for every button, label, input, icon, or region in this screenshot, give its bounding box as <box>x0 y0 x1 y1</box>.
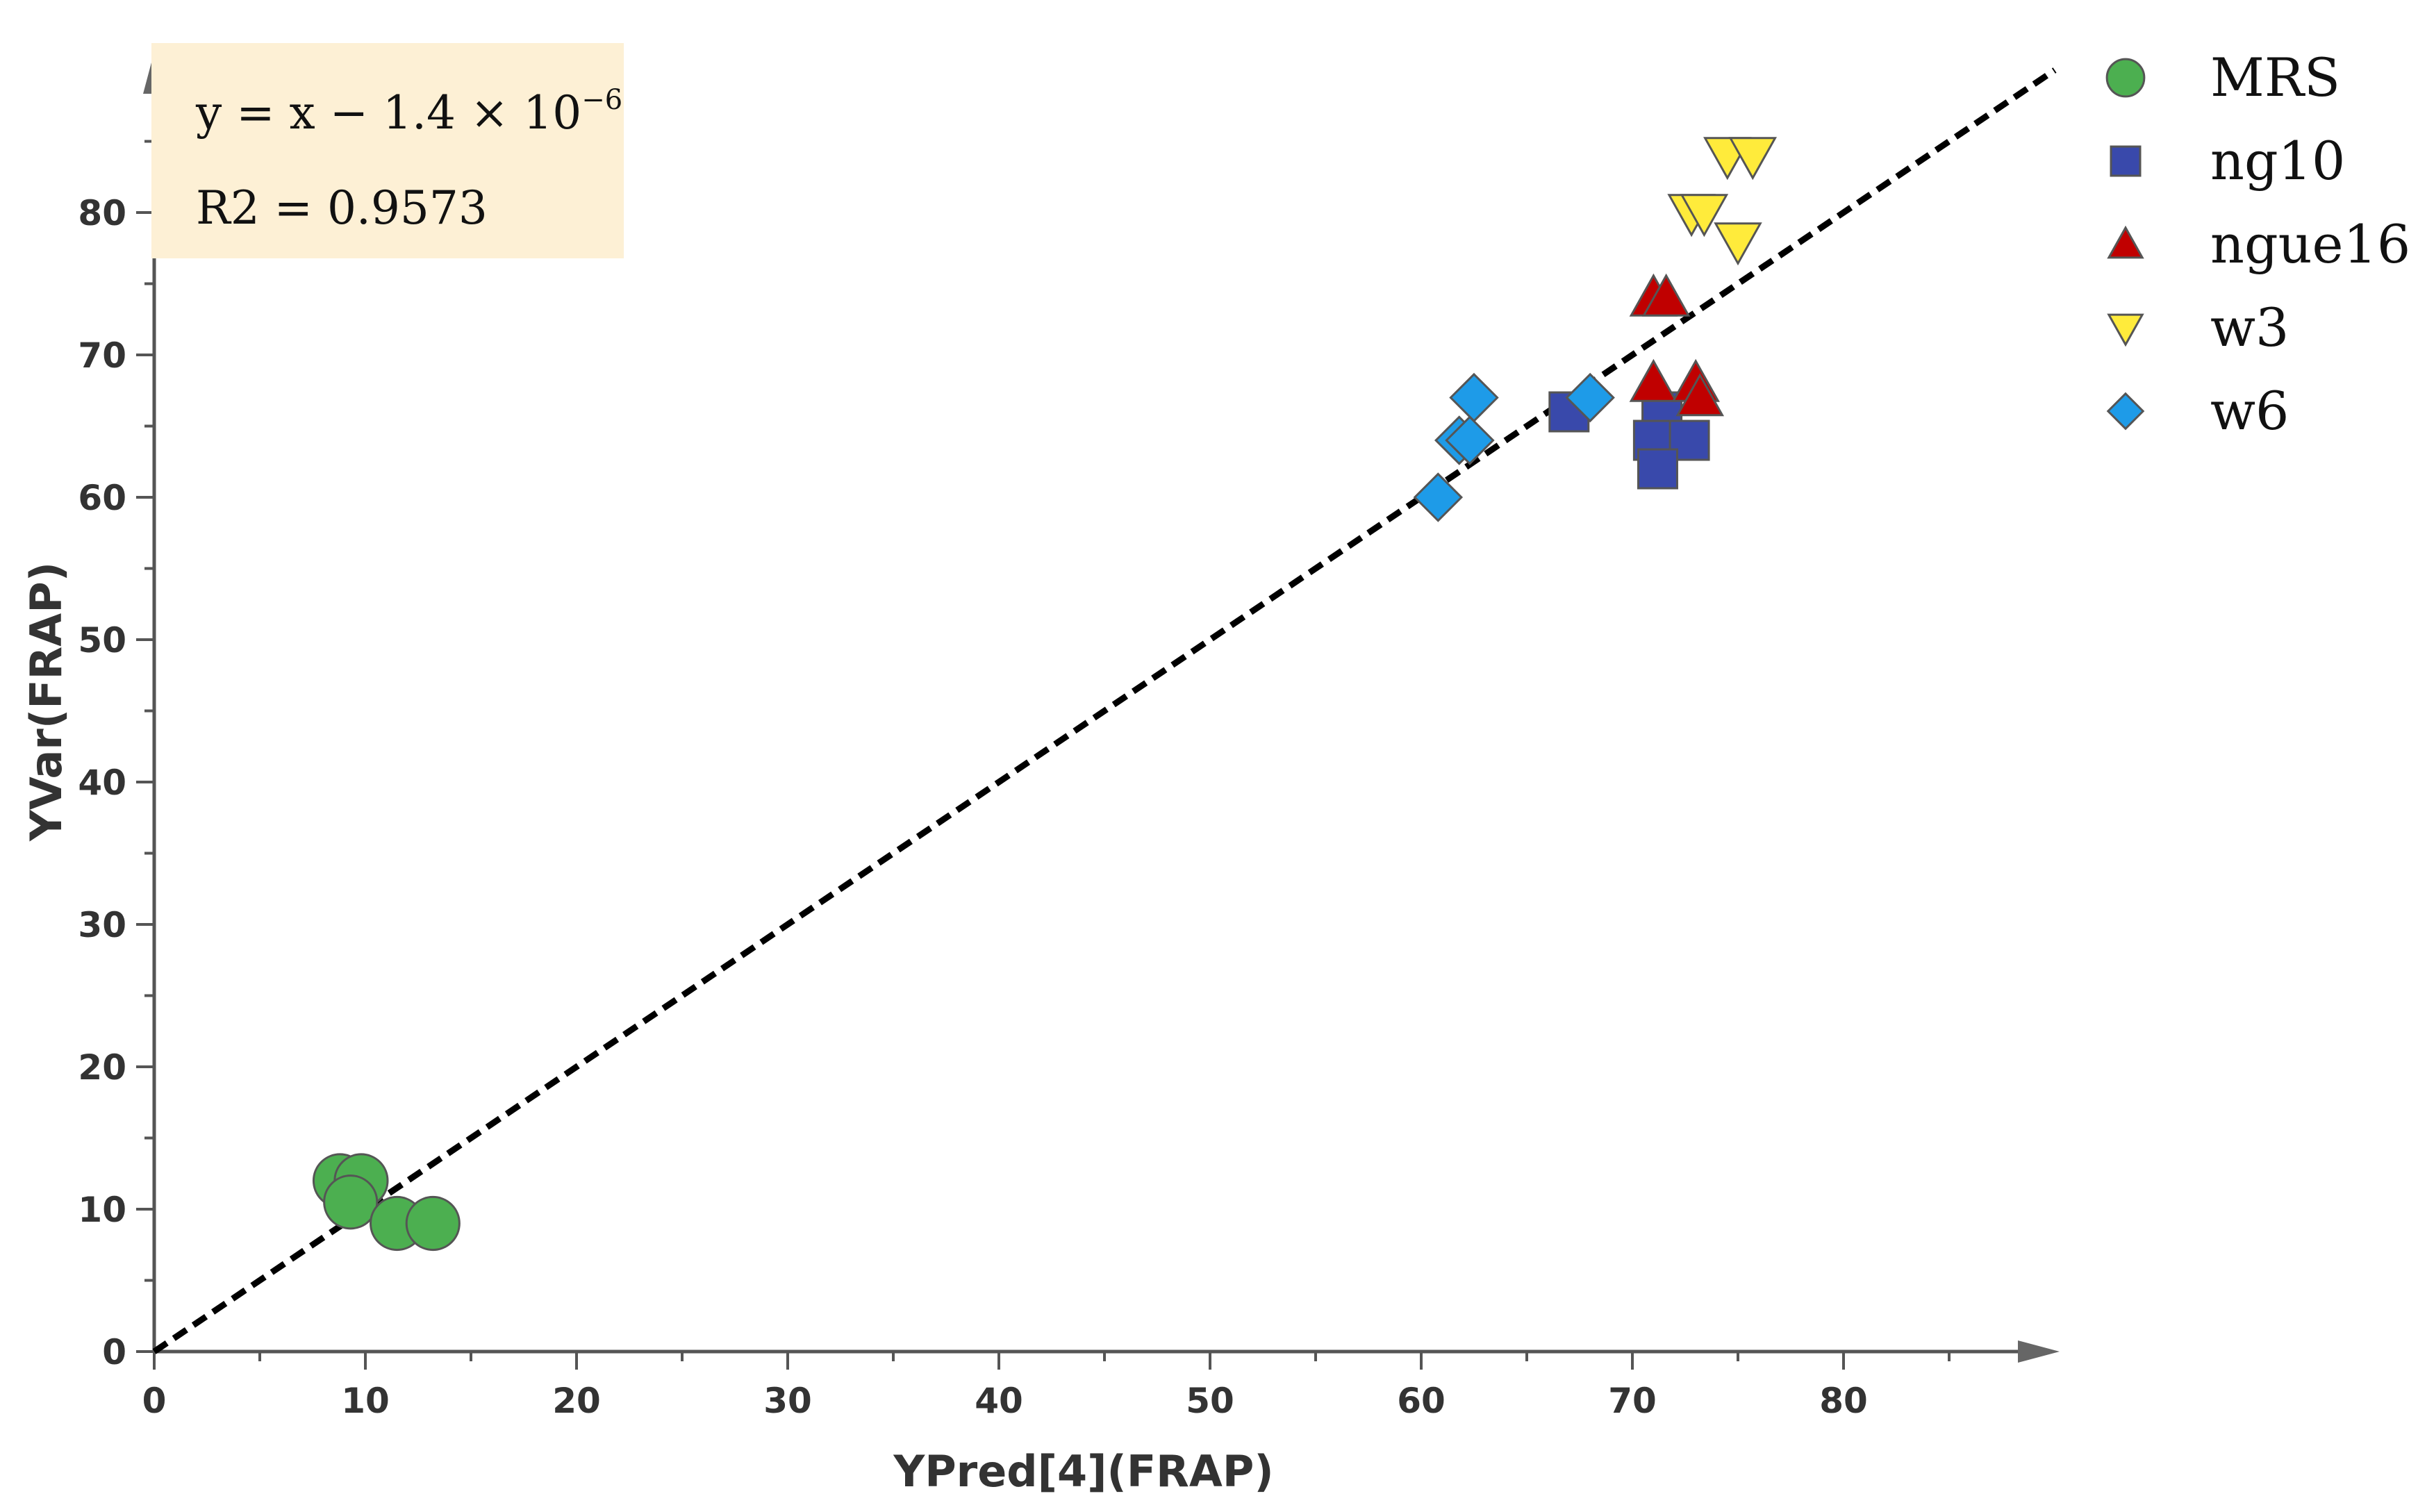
data-point-w6 <box>1413 472 1464 522</box>
legend-item-ngue16: ngue16 <box>2107 213 2410 275</box>
fit-line <box>152 67 2057 1354</box>
series-MRS <box>312 1153 461 1252</box>
equation-exponent: −6 <box>581 84 622 116</box>
r2-text: R2 = 0.9573 <box>196 181 488 235</box>
series-ng10 <box>1548 391 1710 490</box>
legend-marker-ng10 <box>2110 145 2142 177</box>
y-tick-label: 20 <box>78 1047 126 1088</box>
y-tick-label: 40 <box>78 763 126 803</box>
legend-label: ng10 <box>2210 130 2345 192</box>
legend-marker-w3 <box>2107 313 2144 347</box>
data-point-ngue16 <box>1641 273 1691 317</box>
legend-item-ng10: ng10 <box>2110 130 2345 192</box>
data-point-w3 <box>1680 194 1729 238</box>
x-ticks: 0 10 20 30 40 50 60 70 80 <box>142 1352 1951 1421</box>
x-axis-title: YPred[4](FRAP) <box>893 1446 1273 1497</box>
data-point-w3 <box>1714 222 1762 266</box>
x-tick-label: 50 <box>1186 1381 1234 1421</box>
y-tick-label: 80 <box>78 193 126 233</box>
data-point-w6 <box>1565 372 1615 423</box>
legend-item-w3: w3 <box>2107 297 2289 358</box>
x-axis-arrow <box>2018 1340 2060 1363</box>
series-w3 <box>1667 137 1778 266</box>
legend: MRS ng10 ngue16 w3 w6 <box>2105 47 2410 442</box>
equation-text: y = x − 1.4 × 10−6 <box>195 84 622 140</box>
y-tick-label: 50 <box>78 620 126 661</box>
x-tick-label: 10 <box>341 1381 390 1421</box>
legend-item-w6: w6 <box>2106 380 2289 442</box>
data-points <box>312 137 1778 1252</box>
equation-prefix: y = x − 1.4 × 10 <box>195 86 581 140</box>
series-ngue16 <box>1629 273 1725 417</box>
data-point-w3 <box>1728 137 1778 181</box>
legend-marker-w6 <box>2106 392 2145 431</box>
legend-item-MRS: MRS <box>2105 47 2340 108</box>
legend-label: w3 <box>2210 297 2289 358</box>
data-point-MRS <box>323 1174 379 1230</box>
equation-box-background <box>151 43 624 258</box>
legend-label: w6 <box>2210 380 2289 442</box>
y-tick-label: 70 <box>78 335 126 376</box>
data-point-ng10 <box>1637 448 1678 490</box>
legend-marker-MRS <box>2105 58 2146 98</box>
x-tick-label: 30 <box>763 1381 812 1421</box>
x-tick-label: 40 <box>975 1381 1023 1421</box>
x-tick-label: 60 <box>1397 1381 1446 1421</box>
y-tick-label: 10 <box>78 1190 126 1230</box>
legend-label: MRS <box>2210 47 2340 108</box>
data-point-w6 <box>1445 415 1495 465</box>
x-tick-label: 0 <box>142 1381 167 1421</box>
x-tick-label: 20 <box>552 1381 601 1421</box>
legend-marker-ngue16 <box>2107 225 2144 259</box>
x-tick-label: 70 <box>1608 1381 1657 1421</box>
x-tick-label: 80 <box>1819 1381 1868 1421</box>
y-axis-title: YVar(FRAP) <box>21 562 72 842</box>
data-point-w6 <box>1449 372 1499 423</box>
data-point-ngue16 <box>1675 373 1725 417</box>
y-ticks: 0 10 20 30 40 50 60 70 80 <box>78 140 154 1372</box>
series-w6 <box>1413 372 1615 522</box>
data-point-MRS <box>405 1195 461 1252</box>
y-tick-label: 0 <box>102 1332 126 1372</box>
equation-box: y = x − 1.4 × 10−6 R2 = 0.9573 <box>151 43 624 258</box>
legend-label: ngue16 <box>2210 213 2410 275</box>
y-tick-label: 60 <box>78 478 126 518</box>
data-point-ngue16 <box>1629 358 1678 402</box>
y-tick-label: 30 <box>78 905 126 945</box>
